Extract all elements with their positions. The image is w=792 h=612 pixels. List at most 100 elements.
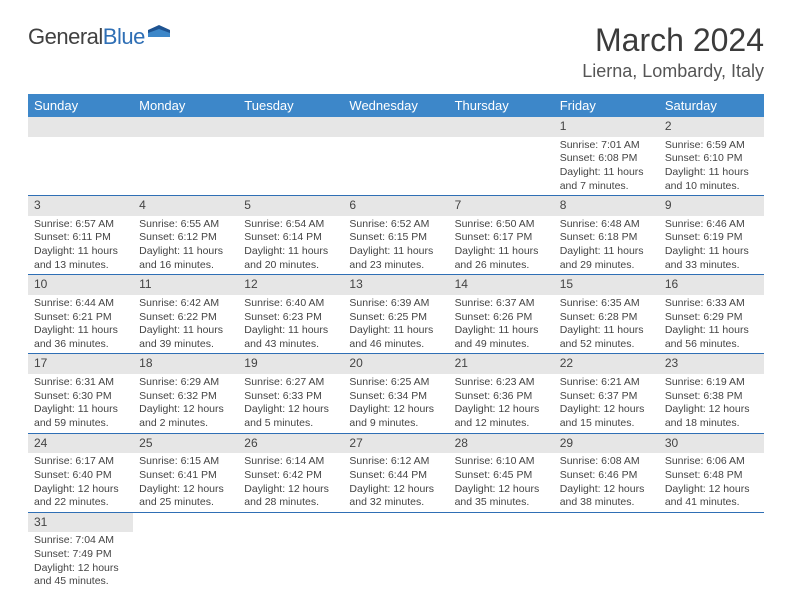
day-number: 31 <box>28 513 133 533</box>
calendar-cell <box>28 117 133 196</box>
sunset-text: Sunset: 6:29 PM <box>665 311 758 325</box>
daylight-text: and 59 minutes. <box>34 417 127 431</box>
day-number: 14 <box>449 275 554 295</box>
sunrise-text: Sunrise: 6:19 AM <box>665 376 758 390</box>
sunset-text: Sunset: 6:32 PM <box>139 390 232 404</box>
daylight-text: and 36 minutes. <box>34 338 127 352</box>
calendar-cell: 4Sunrise: 6:55 AMSunset: 6:12 PMDaylight… <box>133 196 238 275</box>
daylight-text: and 15 minutes. <box>560 417 653 431</box>
weekday-header: Saturday <box>659 94 764 117</box>
sunset-text: Sunset: 6:10 PM <box>665 152 758 166</box>
location: Lierna, Lombardy, Italy <box>582 61 764 82</box>
daylight-text: and 2 minutes. <box>139 417 232 431</box>
calendar-cell <box>343 117 448 196</box>
sunset-text: Sunset: 6:42 PM <box>244 469 337 483</box>
page-header: GeneralBlue March 2024 Lierna, Lombardy,… <box>28 22 764 82</box>
daylight-text: Daylight: 12 hours <box>244 403 337 417</box>
day-number: 29 <box>554 434 659 454</box>
sunrise-text: Sunrise: 6:57 AM <box>34 218 127 232</box>
sunset-text: Sunset: 6:14 PM <box>244 231 337 245</box>
day-details: Sunrise: 6:29 AMSunset: 6:32 PMDaylight:… <box>133 374 238 433</box>
day-details: Sunrise: 7:04 AMSunset: 7:49 PMDaylight:… <box>28 532 133 591</box>
day-details: Sunrise: 6:44 AMSunset: 6:21 PMDaylight:… <box>28 295 133 354</box>
day-details: Sunrise: 7:01 AMSunset: 6:08 PMDaylight:… <box>554 137 659 196</box>
calendar-cell: 20Sunrise: 6:25 AMSunset: 6:34 PMDayligh… <box>343 354 448 433</box>
calendar-cell: 26Sunrise: 6:14 AMSunset: 6:42 PMDayligh… <box>238 433 343 512</box>
daylight-text: and 16 minutes. <box>139 259 232 273</box>
daylight-text: and 23 minutes. <box>349 259 442 273</box>
calendar-cell: 3Sunrise: 6:57 AMSunset: 6:11 PMDaylight… <box>28 196 133 275</box>
daylight-text: Daylight: 11 hours <box>139 245 232 259</box>
day-details: Sunrise: 6:25 AMSunset: 6:34 PMDaylight:… <box>343 374 448 433</box>
daylight-text: and 9 minutes. <box>349 417 442 431</box>
day-number: 12 <box>238 275 343 295</box>
sunrise-text: Sunrise: 6:08 AM <box>560 455 653 469</box>
calendar-cell: 16Sunrise: 6:33 AMSunset: 6:29 PMDayligh… <box>659 275 764 354</box>
daylight-text: and 35 minutes. <box>455 496 548 510</box>
sunset-text: Sunset: 6:37 PM <box>560 390 653 404</box>
sunset-text: Sunset: 6:36 PM <box>455 390 548 404</box>
daylight-text: Daylight: 11 hours <box>349 245 442 259</box>
daylight-text: and 41 minutes. <box>665 496 758 510</box>
daylight-text: and 56 minutes. <box>665 338 758 352</box>
sunset-text: Sunset: 6:30 PM <box>34 390 127 404</box>
calendar-table: Sunday Monday Tuesday Wednesday Thursday… <box>28 94 764 591</box>
day-number: 28 <box>449 434 554 454</box>
calendar-cell: 2Sunrise: 6:59 AMSunset: 6:10 PMDaylight… <box>659 117 764 196</box>
sunrise-text: Sunrise: 6:35 AM <box>560 297 653 311</box>
day-number: 26 <box>238 434 343 454</box>
daylight-text: Daylight: 11 hours <box>34 403 127 417</box>
sunrise-text: Sunrise: 6:55 AM <box>139 218 232 232</box>
sunrise-text: Sunrise: 6:12 AM <box>349 455 442 469</box>
calendar-cell <box>133 117 238 196</box>
daylight-text: Daylight: 11 hours <box>455 245 548 259</box>
sunset-text: Sunset: 6:26 PM <box>455 311 548 325</box>
sunrise-text: Sunrise: 6:27 AM <box>244 376 337 390</box>
day-number: 25 <box>133 434 238 454</box>
sunset-text: Sunset: 6:41 PM <box>139 469 232 483</box>
daylight-text: Daylight: 11 hours <box>560 166 653 180</box>
sunrise-text: Sunrise: 6:42 AM <box>139 297 232 311</box>
daylight-text: and 29 minutes. <box>560 259 653 273</box>
daylight-text: Daylight: 11 hours <box>560 245 653 259</box>
sunset-text: Sunset: 6:12 PM <box>139 231 232 245</box>
weekday-header: Wednesday <box>343 94 448 117</box>
day-details: Sunrise: 6:35 AMSunset: 6:28 PMDaylight:… <box>554 295 659 354</box>
calendar-cell: 28Sunrise: 6:10 AMSunset: 6:45 PMDayligh… <box>449 433 554 512</box>
day-details: Sunrise: 6:08 AMSunset: 6:46 PMDaylight:… <box>554 453 659 512</box>
daylight-text: and 25 minutes. <box>139 496 232 510</box>
calendar-cell: 17Sunrise: 6:31 AMSunset: 6:30 PMDayligh… <box>28 354 133 433</box>
day-details: Sunrise: 6:15 AMSunset: 6:41 PMDaylight:… <box>133 453 238 512</box>
sunrise-text: Sunrise: 6:25 AM <box>349 376 442 390</box>
calendar-cell: 1Sunrise: 7:01 AMSunset: 6:08 PMDaylight… <box>554 117 659 196</box>
daylight-text: Daylight: 11 hours <box>455 324 548 338</box>
month-title: March 2024 <box>582 22 764 59</box>
day-details: Sunrise: 6:14 AMSunset: 6:42 PMDaylight:… <box>238 453 343 512</box>
daylight-text: Daylight: 12 hours <box>349 403 442 417</box>
empty-day-bar <box>28 117 133 137</box>
weekday-header: Friday <box>554 94 659 117</box>
sunset-text: Sunset: 6:38 PM <box>665 390 758 404</box>
daylight-text: and 33 minutes. <box>665 259 758 273</box>
daylight-text: Daylight: 12 hours <box>244 483 337 497</box>
day-number: 24 <box>28 434 133 454</box>
day-number: 21 <box>449 354 554 374</box>
day-number: 27 <box>343 434 448 454</box>
day-details: Sunrise: 6:59 AMSunset: 6:10 PMDaylight:… <box>659 137 764 196</box>
calendar-cell: 13Sunrise: 6:39 AMSunset: 6:25 PMDayligh… <box>343 275 448 354</box>
sunrise-text: Sunrise: 7:04 AM <box>34 534 127 548</box>
weekday-header: Sunday <box>28 94 133 117</box>
calendar-cell <box>343 512 448 591</box>
daylight-text: and 12 minutes. <box>455 417 548 431</box>
calendar-cell: 18Sunrise: 6:29 AMSunset: 6:32 PMDayligh… <box>133 354 238 433</box>
sunset-text: Sunset: 6:22 PM <box>139 311 232 325</box>
sunrise-text: Sunrise: 6:15 AM <box>139 455 232 469</box>
calendar-cell: 12Sunrise: 6:40 AMSunset: 6:23 PMDayligh… <box>238 275 343 354</box>
daylight-text: and 5 minutes. <box>244 417 337 431</box>
daylight-text: Daylight: 11 hours <box>665 324 758 338</box>
calendar-cell <box>659 512 764 591</box>
sunrise-text: Sunrise: 6:10 AM <box>455 455 548 469</box>
sunrise-text: Sunrise: 6:50 AM <box>455 218 548 232</box>
day-number: 9 <box>659 196 764 216</box>
daylight-text: and 52 minutes. <box>560 338 653 352</box>
